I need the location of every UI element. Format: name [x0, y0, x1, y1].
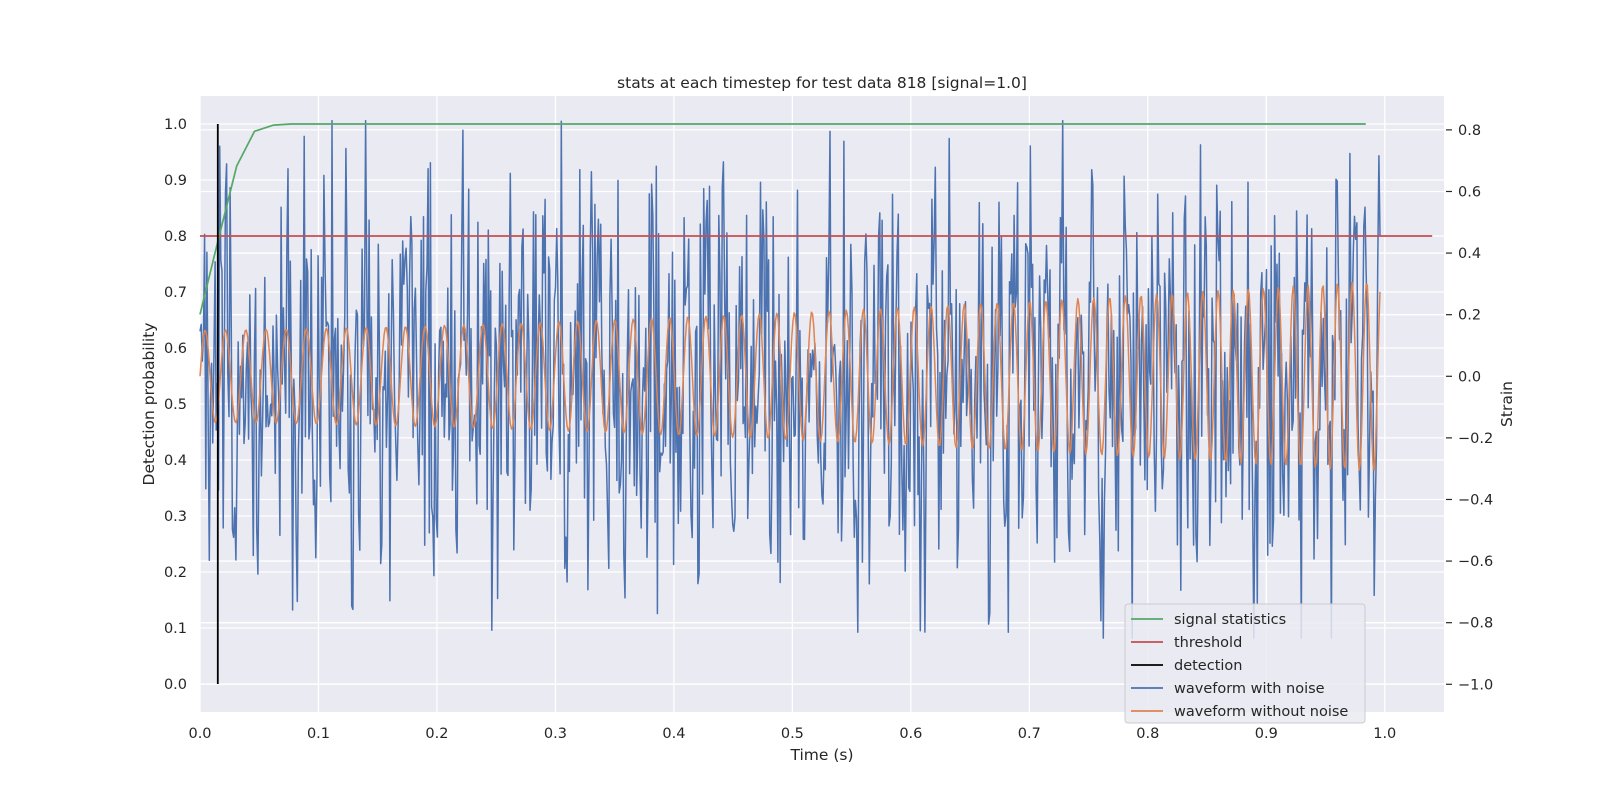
- y-tick-label-left: 0.3: [164, 509, 187, 525]
- y-ticks-right: −1.0 −0.8 −0.6 −0.4 −0.2 0.0 0.2 0.4 0.6 0.8: [1446, 123, 1493, 693]
- y-tick-label-right: 0.4: [1458, 246, 1481, 262]
- chart-title: stats at each timestep for test data 818…: [617, 74, 1027, 92]
- y-tick-label-right: −0.8: [1458, 616, 1493, 632]
- x-tick-label: 1.0: [1373, 726, 1396, 742]
- y-axis-label-right: Strain: [1498, 381, 1516, 427]
- y-tick-label-right: 0.8: [1458, 123, 1481, 139]
- y-tick-label-right: 0.2: [1458, 308, 1481, 324]
- x-tick-label: 0.8: [1136, 726, 1159, 742]
- y-tick-label-left: 0.6: [164, 341, 187, 357]
- y-tick-label-left: 0.7: [164, 285, 187, 301]
- legend-label: waveform with noise: [1174, 681, 1325, 697]
- y-tick-label-left: 0.5: [164, 397, 187, 413]
- x-tick-label: 0.1: [307, 726, 330, 742]
- y-tick-label-right: 0.6: [1458, 184, 1481, 200]
- x-ticks: 0.0 0.1 0.2 0.3 0.4 0.5 0.6 0.7 0.8 0.9 1.0: [188, 726, 1396, 742]
- legend-box: [1124, 603, 1366, 724]
- x-tick-label: 0.2: [425, 726, 448, 742]
- series-line-signal-statistics: [199, 123, 1366, 315]
- series-line-waveform-with-noise: [199, 119, 1381, 639]
- legend-label: threshold: [1174, 635, 1242, 651]
- x-tick-label: 0.7: [1018, 726, 1041, 742]
- x-tick-label: 0.3: [544, 726, 567, 742]
- y-tick-label-left: 1.0: [164, 117, 187, 133]
- y-tick-label-left: 0.2: [164, 565, 187, 581]
- y-axis-label-left: Detection probability: [140, 323, 158, 486]
- y-tick-label-right: 0.0: [1458, 369, 1481, 385]
- y-tick-label-right: −0.6: [1458, 554, 1493, 570]
- legend: signal statistics threshold detection wavef…: [1124, 603, 1366, 724]
- y-tick-label-left: 0.1: [164, 621, 187, 637]
- y-tick-label-left: 0.9: [164, 173, 187, 189]
- y-tick-label-right: −1.0: [1458, 677, 1493, 693]
- y-tick-label-left: 0.8: [164, 229, 187, 245]
- y-tick-label-left: 0.4: [164, 453, 187, 469]
- x-tick-label: 0.6: [899, 726, 922, 742]
- y-tick-label-left: 0.0: [164, 677, 187, 693]
- series-layer: [199, 119, 1433, 684]
- x-axis-label: Time (s): [789, 746, 853, 764]
- legend-label: signal statistics: [1174, 612, 1286, 628]
- x-tick-label: 0.0: [188, 726, 211, 742]
- x-tick-label: 0.4: [662, 726, 685, 742]
- y-ticks-left: 0.0 0.1 0.2 0.3 0.4 0.5 0.6 0.7 0.8 0.9 1.0: [164, 117, 187, 693]
- legend-label: detection: [1174, 658, 1242, 674]
- x-tick-label: 0.9: [1255, 726, 1278, 742]
- legend-label: waveform without noise: [1174, 704, 1348, 720]
- y-tick-label-right: −0.4: [1458, 492, 1493, 508]
- series-line-waveform-without-noise: [199, 281, 1381, 472]
- x-tick-label: 0.5: [781, 726, 804, 742]
- y-tick-label-right: −0.2: [1458, 431, 1493, 447]
